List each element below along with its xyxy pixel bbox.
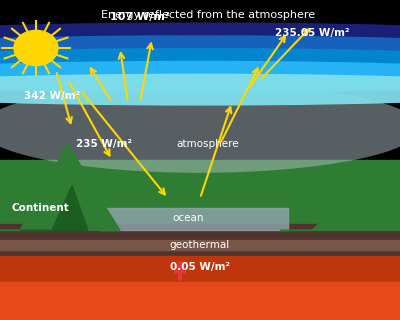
Polygon shape (0, 144, 120, 230)
Polygon shape (0, 240, 400, 250)
Polygon shape (280, 176, 400, 230)
Text: ocean: ocean (172, 212, 204, 223)
Ellipse shape (0, 61, 400, 93)
Text: 107 W/m²: 107 W/m² (110, 12, 170, 22)
Ellipse shape (0, 35, 400, 67)
Text: atmosphere: atmosphere (177, 139, 239, 149)
Polygon shape (100, 208, 288, 230)
Text: geothermal: geothermal (170, 240, 230, 250)
Circle shape (14, 30, 58, 66)
Polygon shape (0, 256, 400, 288)
Ellipse shape (0, 83, 400, 173)
Text: 342 W/m²: 342 W/m² (24, 91, 80, 101)
Text: 235 W/m²: 235 W/m² (76, 139, 132, 149)
Polygon shape (0, 160, 400, 230)
Polygon shape (0, 224, 400, 262)
Ellipse shape (0, 22, 400, 54)
Polygon shape (20, 186, 88, 230)
Text: Continent: Continent (11, 203, 69, 213)
Text: 0.05 W/m²: 0.05 W/m² (170, 262, 230, 272)
Polygon shape (0, 282, 400, 320)
Ellipse shape (0, 48, 400, 80)
Text: Energy reflected from the atmosphere: Energy reflected from the atmosphere (101, 10, 315, 20)
Ellipse shape (0, 74, 400, 106)
Text: 235.05 W/m²: 235.05 W/m² (275, 28, 349, 38)
